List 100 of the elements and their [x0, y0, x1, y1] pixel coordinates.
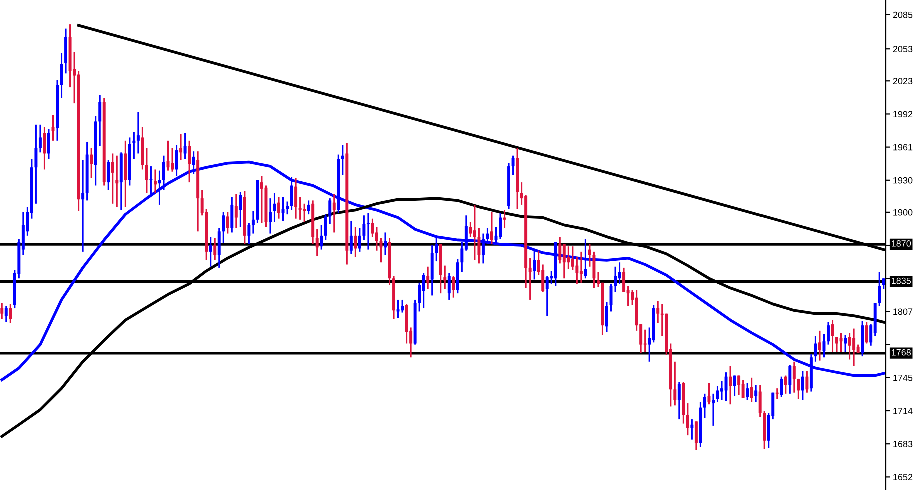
- candlestick: [822, 333, 826, 358]
- candlestick: [426, 266, 430, 290]
- candlestick: [158, 170, 162, 206]
- candlestick: [592, 251, 596, 289]
- candlestick: [150, 166, 153, 196]
- candlestick: [478, 228, 481, 264]
- candlestick: [724, 372, 728, 402]
- candlestick: [260, 175, 264, 224]
- candlestick: [444, 265, 447, 290]
- candlestick: [567, 246, 570, 270]
- candlestick: [580, 251, 583, 284]
- candlestick: [784, 375, 788, 395]
- candlestick: [490, 212, 494, 246]
- candlestick: [686, 402, 690, 436]
- candlestick: [571, 246, 574, 271]
- y-tick-label: 2085: [893, 12, 913, 18]
- y-tick-label: 1683: [894, 441, 913, 448]
- candlestick: [132, 132, 136, 160]
- candlestick: [840, 332, 843, 354]
- candlestick: [606, 301, 608, 333]
- candlestick: [452, 276, 456, 299]
- candlestick: [708, 382, 711, 406]
- candlestick: [60, 52, 64, 99]
- candlestick: [184, 132, 187, 160]
- candlestick: [750, 377, 754, 404]
- candlestick: [234, 194, 238, 230]
- candlestick: [362, 214, 366, 241]
- candlestick: [814, 336, 818, 363]
- candlestick: [214, 237, 217, 262]
- candlestick: [107, 159, 110, 191]
- candlestick: [9, 303, 12, 324]
- candlestick: [742, 379, 745, 399]
- y-tick-label: 1714: [894, 408, 913, 414]
- candlestick: [792, 361, 796, 394]
- candlestick: [230, 196, 234, 234]
- candlestick: [332, 194, 336, 234]
- candlestick: [614, 266, 618, 294]
- candlestick: [111, 152, 114, 205]
- candlestick: [290, 176, 294, 212]
- candlestick: [801, 370, 804, 402]
- candlestick: [844, 334, 848, 354]
- candlestick: [422, 272, 426, 310]
- candlestick: [776, 388, 779, 400]
- candlestick: [588, 244, 592, 268]
- y-tick-label: 1745: [894, 374, 913, 382]
- candlestick: [678, 381, 681, 420]
- candlestick: [4, 306, 8, 324]
- candlestick: [712, 393, 715, 427]
- candlestick: [448, 272, 451, 301]
- candlestick: [503, 210, 506, 230]
- candlestick: [47, 128, 50, 160]
- candlestick: [780, 376, 784, 398]
- candlestick: [38, 124, 42, 154]
- candlestick: [350, 220, 353, 255]
- candlestick: [797, 378, 800, 400]
- candlestick: [622, 267, 626, 294]
- candlestick: [90, 148, 94, 180]
- candlestick: [482, 233, 485, 264]
- candlestick: [882, 278, 886, 290]
- candlestick: [226, 212, 230, 235]
- candlestick: [188, 140, 192, 184]
- candlestick: [827, 322, 830, 346]
- candlestick: [341, 144, 344, 176]
- candlestick: [401, 299, 404, 314]
- candlestick: [252, 210, 255, 235]
- candlestick: [145, 148, 148, 194]
- candlestick: [328, 198, 332, 225]
- candlestick: [248, 222, 251, 246]
- y-tick-label: 2053: [893, 46, 913, 52]
- candlestick: [282, 196, 285, 222]
- candlestick: [733, 375, 736, 397]
- candlestick: [576, 256, 579, 285]
- candlestick: [512, 155, 515, 176]
- candlestick: [222, 212, 226, 244]
- candlestick: [618, 262, 622, 285]
- ref-line-label: 1870: [892, 240, 912, 247]
- candlestick: [584, 238, 588, 280]
- candlestick: [324, 214, 328, 241]
- candlestick: [218, 228, 221, 269]
- candlestick: [116, 155, 119, 208]
- candlestick: [486, 228, 490, 246]
- candlestick: [358, 228, 362, 253]
- candlestick: [396, 299, 400, 319]
- candlestick: [98, 94, 102, 148]
- candlestick: [690, 418, 694, 441]
- candlestick: [528, 258, 532, 301]
- candlestick: [375, 226, 378, 252]
- candlestick: [286, 201, 290, 216]
- candlestick: [729, 365, 732, 406]
- candlestick: [303, 203, 306, 223]
- candlestick: [546, 276, 549, 317]
- candlestick: [239, 191, 242, 228]
- candlestick: [268, 198, 272, 235]
- candlestick: [542, 264, 545, 294]
- candlestick: [533, 250, 536, 280]
- ref-line-label: 1768: [892, 349, 912, 356]
- candlestick: [558, 236, 562, 264]
- candlestick: [320, 224, 324, 251]
- candlestick: [469, 221, 472, 238]
- candlestick: [865, 322, 868, 345]
